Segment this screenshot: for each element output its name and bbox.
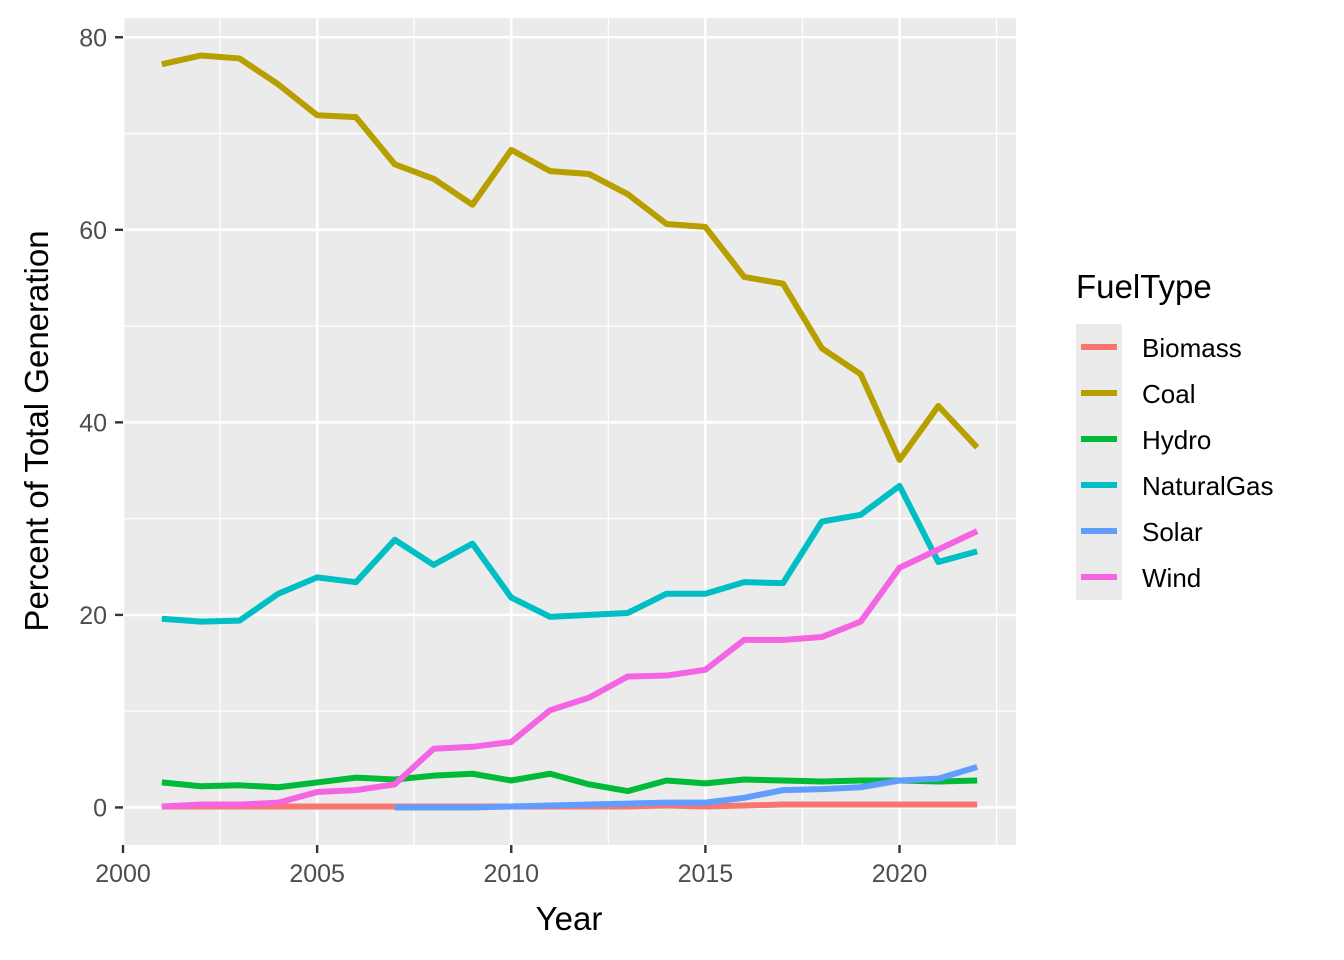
legend-title: FuelType xyxy=(1076,268,1212,305)
y-tick-label: 60 xyxy=(79,217,107,245)
y-tick-label: 20 xyxy=(79,602,107,630)
legend-label-hydro: Hydro xyxy=(1142,425,1211,455)
x-tick-label: 2010 xyxy=(483,860,539,888)
series-line-solar xyxy=(394,764,979,811)
legend-label-naturalgas: NaturalGas xyxy=(1142,471,1274,501)
x-tick-label: 2015 xyxy=(678,860,734,888)
x-axis: 2000 2005 2010 2015 2020 xyxy=(95,845,927,888)
series-line-wind xyxy=(161,528,979,810)
y-axis: 0 20 40 60 80 xyxy=(79,24,123,822)
legend-label-coal: Coal xyxy=(1142,379,1195,409)
y-axis-title: Percent of Total Generation xyxy=(18,230,55,631)
legend-label-solar: Solar xyxy=(1142,517,1203,547)
legend-label-wind: Wind xyxy=(1142,563,1201,593)
y-tick-label: 0 xyxy=(93,794,107,822)
legend-key-background xyxy=(1076,324,1122,600)
grid-minor xyxy=(123,18,1016,845)
y-tick-label: 80 xyxy=(79,24,107,52)
series-line-naturalgas xyxy=(161,482,978,625)
x-axis-title: Year xyxy=(536,900,603,937)
series-line-coal xyxy=(161,52,980,463)
legend-items: Biomass Coal Hydro NaturalGas Solar Wind xyxy=(1081,333,1274,593)
grid-major xyxy=(121,18,1016,845)
legend-label-biomass: Biomass xyxy=(1142,333,1242,363)
x-tick-label: 2005 xyxy=(289,860,345,888)
x-tick-label: 2020 xyxy=(872,860,928,888)
x-tick-label: 2000 xyxy=(95,860,151,888)
legend: FuelType Biomass Coal Hydro NaturalGas Solar… xyxy=(1076,268,1274,600)
plot-panel xyxy=(123,18,1016,845)
series-lines xyxy=(161,52,980,811)
y-tick-label: 40 xyxy=(79,409,107,437)
series-line-hydro xyxy=(161,770,978,795)
